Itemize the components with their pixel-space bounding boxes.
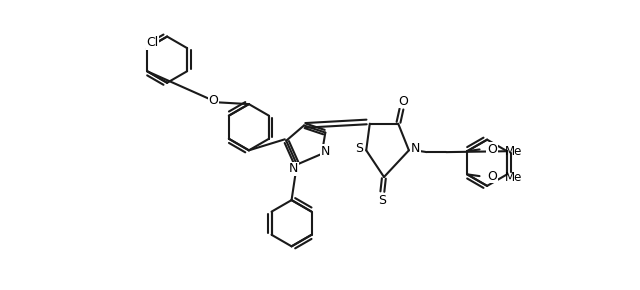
Text: Me: Me <box>504 171 522 184</box>
Text: Cl: Cl <box>147 36 159 49</box>
Text: O: O <box>399 95 408 108</box>
Text: N: N <box>321 144 330 157</box>
Text: O: O <box>487 143 497 156</box>
Text: N: N <box>289 162 298 175</box>
Text: Me: Me <box>504 145 522 158</box>
Text: O: O <box>487 170 497 183</box>
Text: O: O <box>209 94 218 107</box>
Text: S: S <box>355 142 363 155</box>
Text: S: S <box>378 194 386 207</box>
Text: N: N <box>411 142 420 155</box>
